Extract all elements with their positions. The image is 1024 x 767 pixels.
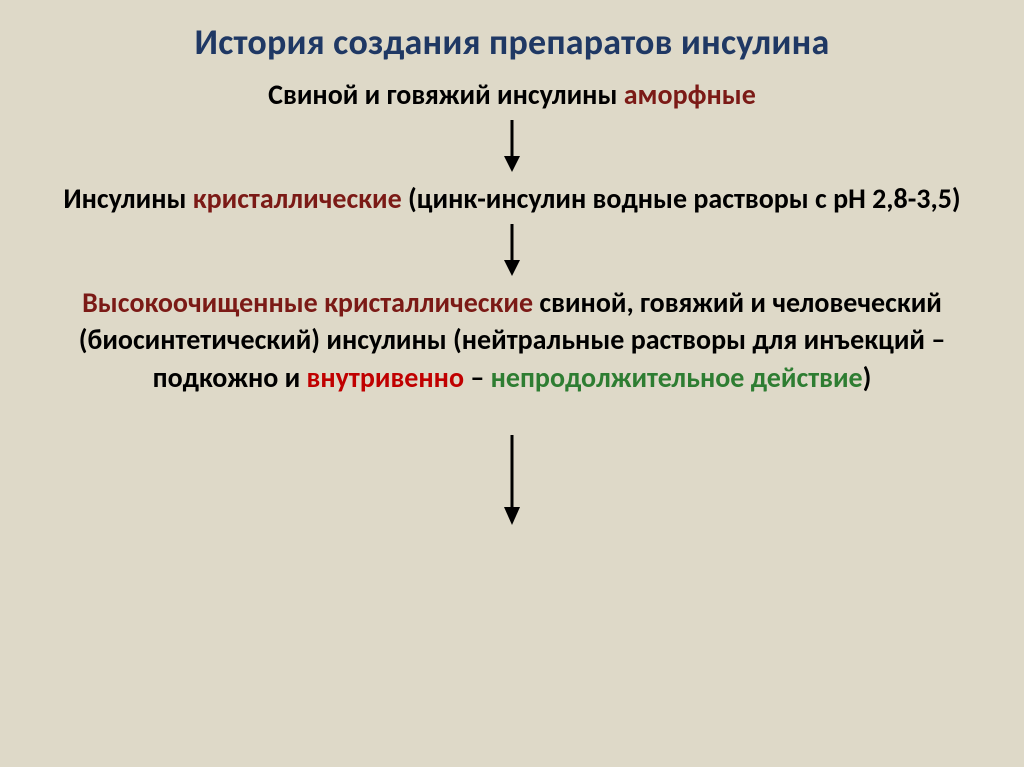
slide: История создания препаратов инсулина Сви… [0, 0, 1024, 767]
stage-3-accent-2: внутривенно [307, 360, 464, 395]
stage-1: Свиной и говяжий инсулины аморфные [50, 76, 974, 114]
down-arrow-icon [500, 224, 524, 276]
stage-3-text-2: – [464, 360, 491, 395]
stage-2: Инсулины кристаллические (цинк-инсулин в… [50, 180, 974, 218]
stage-3-accent-3: непродолжительное действие [491, 360, 863, 395]
arrow-2 [50, 224, 974, 276]
slide-title: История создания препаратов инсулина [50, 20, 974, 64]
arrow-3 [50, 435, 974, 525]
stage-2-text-1: Инсулины [63, 181, 192, 216]
stage-3-text-3: ) [863, 360, 872, 395]
stage-2-text-2: (цинк-инсулин водные растворы с рН 2,8-3… [402, 181, 961, 216]
down-arrow-icon [500, 120, 524, 172]
stage-1-text-1: Свиной и говяжий инсулины [268, 77, 624, 112]
stage-1-accent: аморфные [624, 77, 756, 112]
stage-3-accent-1: Высокоочищенные кристаллические [82, 285, 539, 320]
stage-2-accent: кристаллические [193, 181, 402, 216]
arrow-1 [50, 120, 974, 172]
down-arrow-icon [500, 435, 524, 525]
stage-3: Высокоочищенные кристаллические свиной, … [50, 284, 974, 397]
